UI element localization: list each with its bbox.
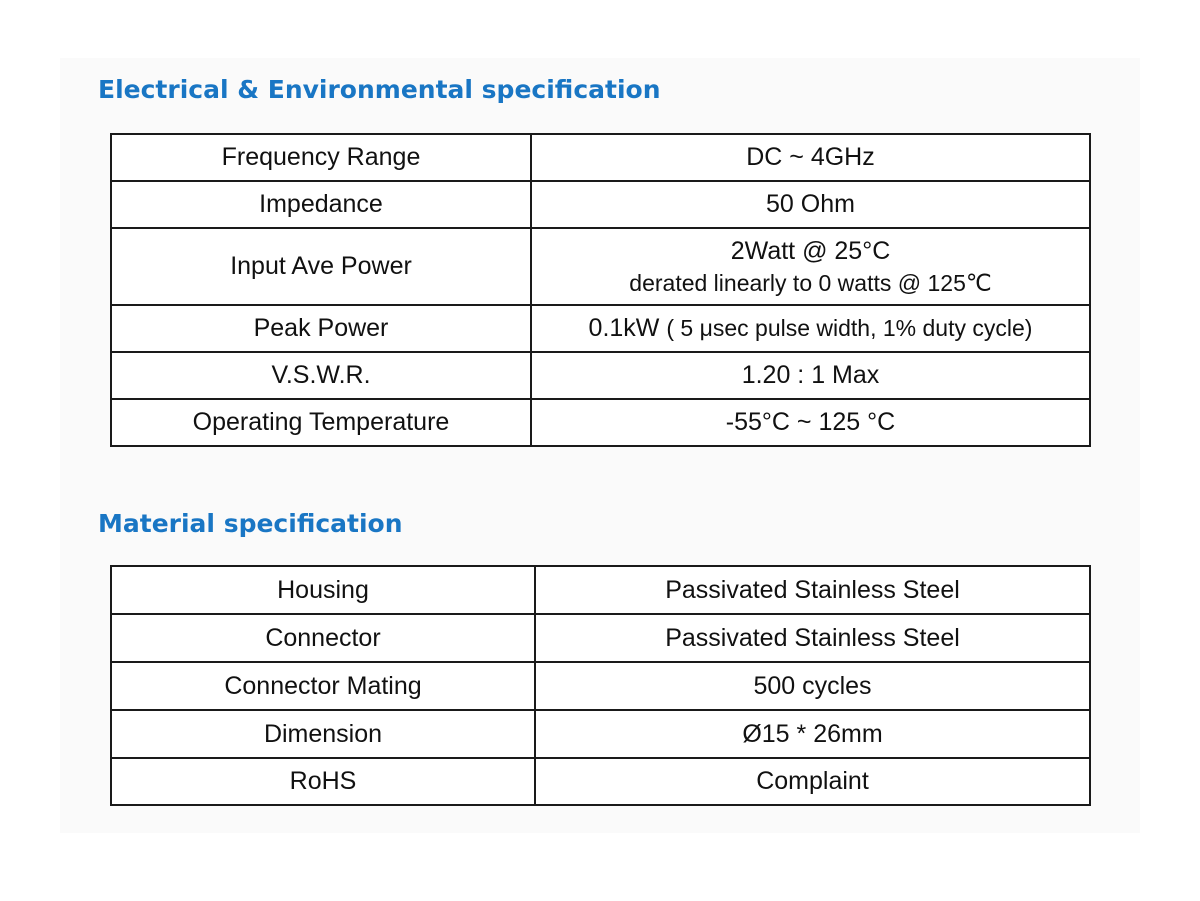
table-row: Connector Mating 500 cycles xyxy=(110,661,1091,711)
spec-label: Frequency Range xyxy=(110,133,532,182)
table-row: Frequency Range DC ~ 4GHz xyxy=(110,133,1091,182)
spec-value: 2Watt @ 25°C xyxy=(730,236,891,265)
spec-value: 0.1kW xyxy=(588,314,660,342)
table-row: Dimension Ø15 * 26mm xyxy=(110,709,1091,759)
spec-label: Housing xyxy=(110,565,536,615)
spec-value: 1.20 : 1 Max xyxy=(530,351,1091,400)
spec-value: Ø15 * 26mm xyxy=(534,709,1091,759)
table-row: RoHS Complaint xyxy=(110,757,1091,806)
spec-label: Connector Mating xyxy=(110,661,536,711)
spec-label: RoHS xyxy=(110,757,536,806)
spec-value: DC ~ 4GHz xyxy=(530,133,1091,182)
spec-label: Dimension xyxy=(110,709,536,759)
spec-label: V.S.W.R. xyxy=(110,351,532,400)
spec-value: Passivated Stainless Steel xyxy=(534,565,1091,615)
table-row: Operating Temperature -55°C ~ 125 °C xyxy=(110,398,1091,447)
material-spec-heading: Material specification xyxy=(98,509,403,538)
spec-value: 50 Ohm xyxy=(530,180,1091,229)
spec-value-cell: 2Watt @ 25°C derated linearly to 0 watts… xyxy=(530,227,1091,306)
spec-label: Connector xyxy=(110,613,536,663)
spec-label: Input Ave Power xyxy=(110,227,532,306)
table-row: Impedance 50 Ohm xyxy=(110,180,1091,229)
table-row: Peak Power 0.1kW ( 5 μsec pulse width, 1… xyxy=(110,304,1091,353)
spec-value-cell: 0.1kW ( 5 μsec pulse width, 1% duty cycl… xyxy=(530,304,1091,353)
spec-value: Complaint xyxy=(534,757,1091,806)
spec-value: 500 cycles xyxy=(534,661,1091,711)
table-row: V.S.W.R. 1.20 : 1 Max xyxy=(110,351,1091,400)
table-row: Connector Passivated Stainless Steel xyxy=(110,613,1091,663)
spec-label: Operating Temperature xyxy=(110,398,532,447)
spec-value-note: ( 5 μsec pulse width, 1% duty cycle) xyxy=(666,315,1033,341)
spec-value: Passivated Stainless Steel xyxy=(534,613,1091,663)
spec-label: Peak Power xyxy=(110,304,532,353)
material-spec-table: Housing Passivated Stainless Steel Conne… xyxy=(110,565,1091,806)
electrical-spec-table: Frequency Range DC ~ 4GHz Impedance 50 O… xyxy=(110,133,1091,447)
spec-value-note: derated linearly to 0 watts @ 125℃ xyxy=(629,269,992,296)
table-row: Housing Passivated Stainless Steel xyxy=(110,565,1091,615)
spec-value: -55°C ~ 125 °C xyxy=(530,398,1091,447)
table-row: Input Ave Power 2Watt @ 25°C derated lin… xyxy=(110,227,1091,306)
electrical-spec-heading: Electrical & Environmental specification xyxy=(98,75,661,104)
spec-label: Impedance xyxy=(110,180,532,229)
